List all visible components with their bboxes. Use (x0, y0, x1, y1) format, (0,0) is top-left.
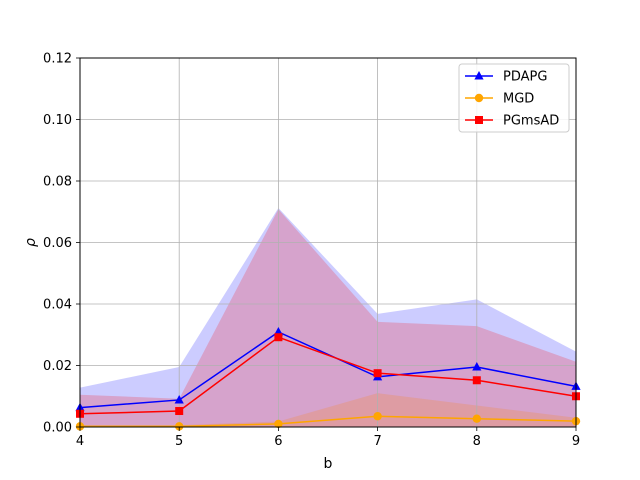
marker-pdapg (472, 362, 482, 371)
line-mgd (80, 415, 577, 428)
x-tick-label: 6 (274, 434, 282, 449)
line-pgmsad (79, 336, 577, 415)
y-tick-label: 0.02 (43, 359, 72, 374)
marker-pgmsad (472, 376, 481, 385)
marker-pgmsad (373, 369, 382, 378)
y-axis-label: ρ (23, 238, 39, 247)
legend-label-pdapg: PDAPG (503, 70, 547, 85)
ticks: 4 5 6 7 8 9 0.00 0.02 0.04 0.06 0.08 0.10 0.12 (43, 52, 580, 450)
marker-pgmsad (175, 407, 184, 416)
legend-marker-mgd (474, 93, 484, 103)
legend-marker-pdapg (474, 71, 484, 80)
marker-mgd (175, 422, 184, 431)
legend-marker-pgmsad (475, 116, 483, 124)
y-tick-label: 0.12 (43, 52, 72, 67)
x-tick-label: 5 (175, 434, 183, 449)
y-tick-label: 0.04 (43, 298, 72, 313)
marker-mgd (274, 419, 283, 429)
y-tick-label: 0.10 (43, 113, 72, 128)
y-tick-label: 0.06 (43, 236, 72, 251)
band-pgmsad (80, 209, 576, 427)
marker-mgd (373, 412, 382, 421)
marker-pdapg (174, 394, 184, 404)
marker-pgmsad (274, 333, 283, 342)
x-axis-label: b (324, 456, 333, 472)
y-tick-label: 0.08 (43, 175, 72, 190)
legend-label-pgmsad: PGmsAD (503, 114, 559, 129)
x-tick-label: 9 (572, 434, 580, 449)
x-tick-label: 7 (373, 434, 381, 449)
legend: PDAPG MGD PGmsAD (458, 63, 570, 133)
band-pdapg (80, 208, 576, 427)
marker-mgd (472, 414, 481, 423)
y-tick-label: 0.00 (43, 421, 72, 436)
x-tick-label: 8 (473, 434, 481, 449)
legend-label-mgd: MGD (503, 92, 534, 107)
legend-box (458, 63, 570, 133)
x-tick-label: 4 (76, 434, 84, 449)
series-lines (79, 331, 577, 428)
